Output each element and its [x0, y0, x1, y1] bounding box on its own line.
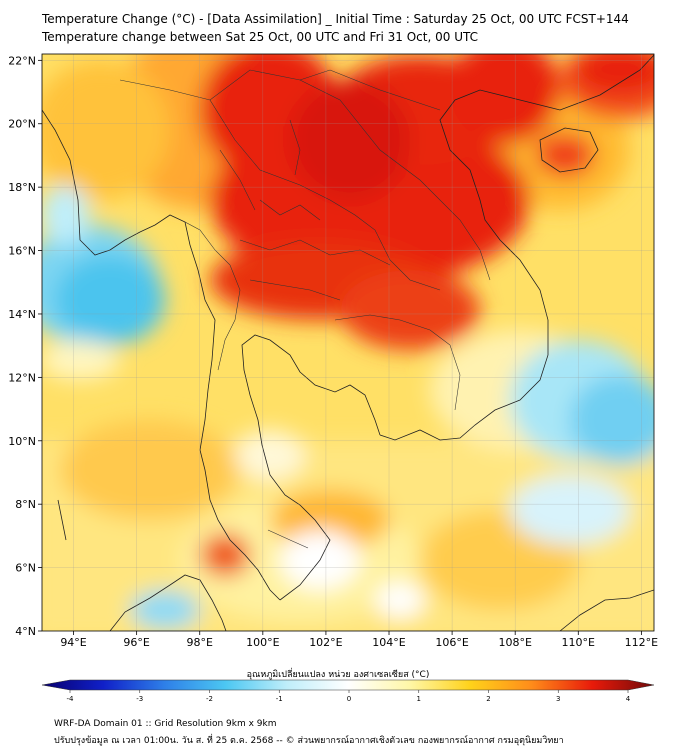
- malaysia-border: [267, 529, 309, 549]
- colorbar-tick-label: 2: [486, 695, 490, 703]
- colorbar-tick-label: 1: [417, 695, 421, 703]
- lon-tick-label: 102°E: [309, 636, 342, 649]
- lat-tick-label: 10°N: [8, 435, 36, 448]
- thai-provinces: [219, 119, 391, 301]
- lon-tick-label: 98°E: [187, 636, 213, 649]
- lon-tick-label: 94°E: [60, 636, 86, 649]
- lon-tick-label: 100°E: [246, 636, 279, 649]
- border-myanmar-thailand: [184, 221, 241, 371]
- border-laos-vietnam: [299, 79, 491, 281]
- sumatra-coast: [109, 574, 227, 631]
- peninsula-east-coast: [241, 334, 381, 601]
- gridlines: [42, 54, 654, 631]
- lon-tick-label: 106°E: [435, 636, 468, 649]
- coastlines: [42, 54, 654, 631]
- lat-tick-label: 14°N: [8, 308, 36, 321]
- hainan-island: [539, 127, 599, 173]
- colorbar-ticks: -4 -3 -2 -1 0 1 2 3 4: [67, 690, 631, 703]
- myanmar-coast: [42, 109, 281, 601]
- lon-tick-label: 108°E: [498, 636, 531, 649]
- borders: [119, 69, 491, 549]
- lon-tick-label: 96°E: [123, 636, 149, 649]
- lat-tick-label: 18°N: [8, 181, 36, 194]
- axis-ticks: 22°N 20°N 18°N 16°N 14°N 12°N 10°N 8°N 6°N 4°N 94°…: [8, 54, 658, 649]
- footer-credit: ปรับปรุงข้อมูล ณ เวลา 01:00น. วัน ส. ที่…: [54, 736, 564, 746]
- colorbar-tick-label: -3: [136, 695, 143, 703]
- border-cambodia: [334, 314, 461, 411]
- colorbar-tick-label: 3: [556, 695, 560, 703]
- cambodia-vietnam-coast: [379, 54, 654, 441]
- border-thailand-laos: [209, 99, 441, 291]
- colorbar-tick-label: -1: [276, 695, 283, 703]
- lat-tick-label: 4°N: [15, 625, 36, 638]
- colorbar-tick-label: 0: [347, 695, 351, 703]
- colorbar-tick-label: 4: [626, 695, 631, 703]
- lon-tick-label: 112°E: [625, 636, 658, 649]
- lat-tick-label: 16°N: [8, 245, 36, 258]
- lat-tick-label: 12°N: [8, 371, 36, 384]
- colorbar: -4 -3 -2 -1 0 1 2 3 4: [41, 679, 655, 703]
- borneo-coast: [559, 589, 654, 631]
- lon-tick-label: 104°E: [372, 636, 405, 649]
- lat-tick-label: 6°N: [15, 562, 36, 575]
- map-title: Temperature Change (°C) - [Data Assimila…: [42, 12, 629, 26]
- andaman-islands: [57, 499, 67, 541]
- lat-tick-label: 8°N: [15, 498, 36, 511]
- border-china: [119, 69, 441, 111]
- colorbar-tick-label: -2: [206, 695, 213, 703]
- footer-model-info: WRF-DA Domain 01 :: Grid Resolution 9km …: [54, 719, 277, 729]
- lon-tick-label: 110°E: [562, 636, 595, 649]
- colorbar-title: อุณหภูมิเปลี่ยนแปลง หน่วย องศาเซลเซียส (…: [246, 670, 430, 680]
- colorbar-tick-label: -4: [67, 695, 75, 703]
- temperature-field: [42, 54, 654, 631]
- lat-tick-label: 22°N: [8, 54, 36, 67]
- plot-area: [41, 53, 655, 632]
- plot-frame: [41, 53, 655, 632]
- map-subtitle: Temperature change between Sat 25 Oct, 0…: [42, 30, 478, 44]
- lat-tick-label: 20°N: [8, 118, 36, 131]
- colorbar-bar: [41, 679, 655, 691]
